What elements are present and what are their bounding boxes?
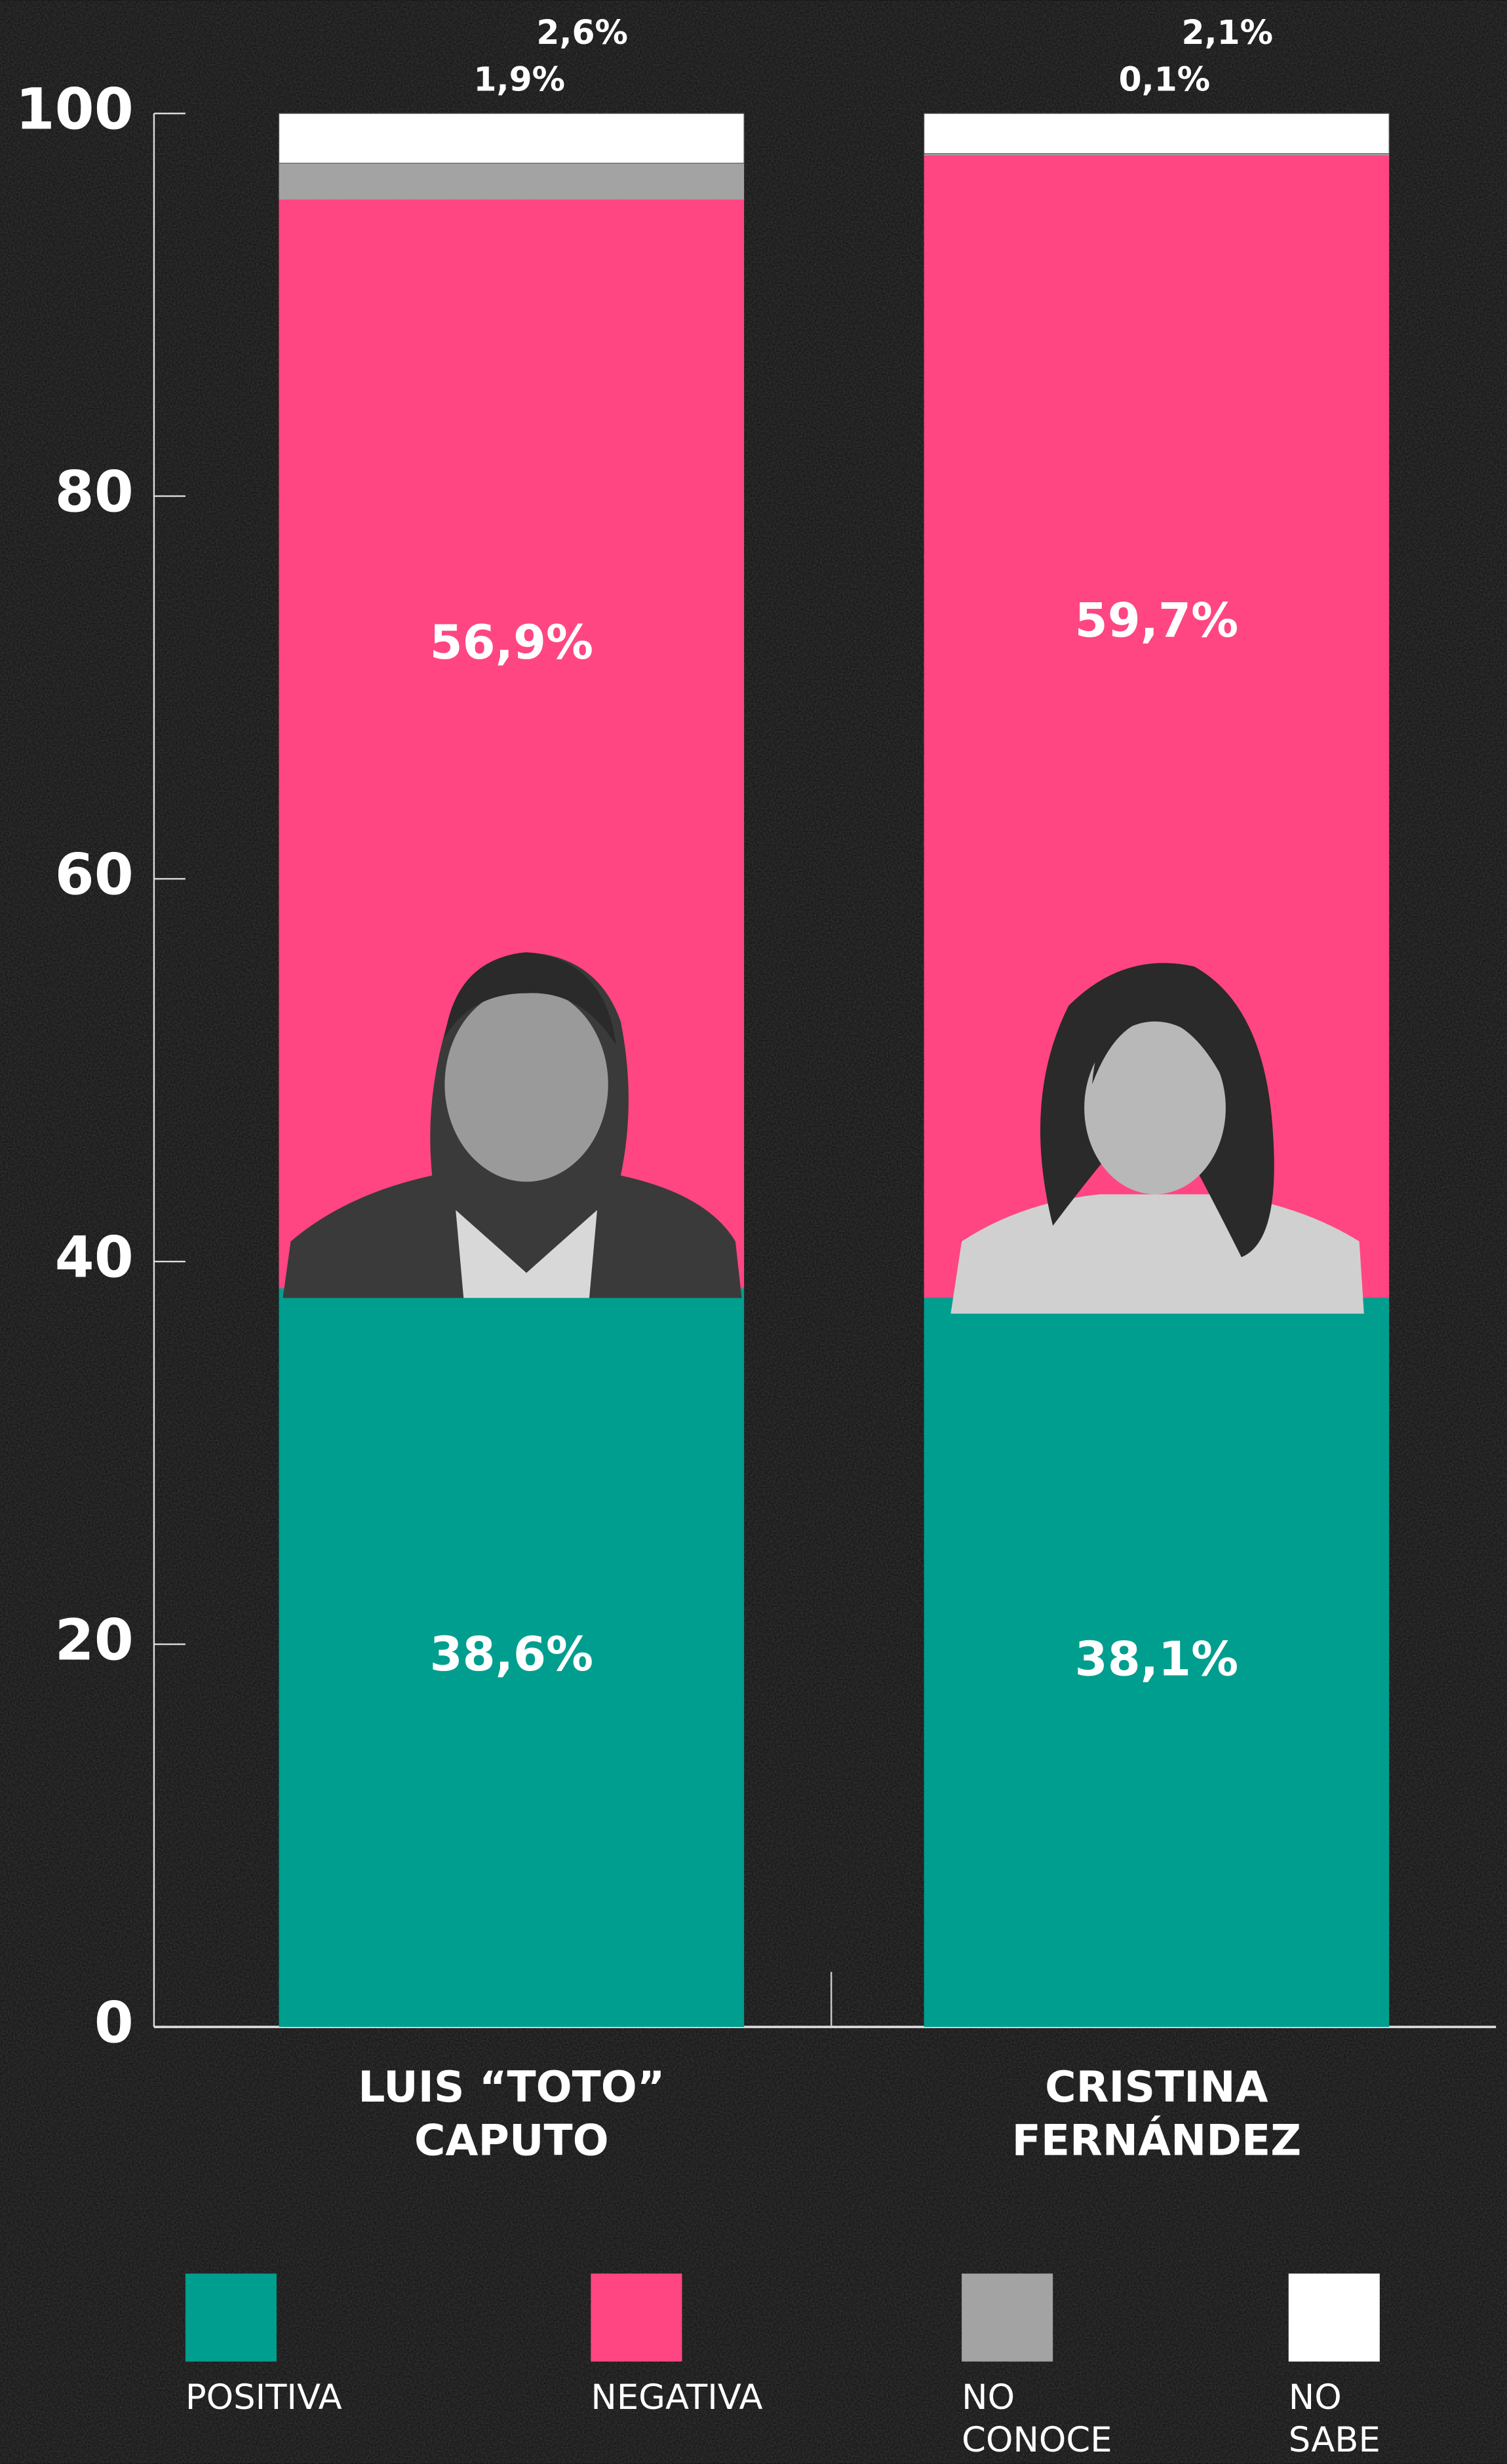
y-tick-label: 20 xyxy=(55,1607,134,1673)
legend-swatch xyxy=(1288,2273,1380,2362)
x-tick-label: LUIS “TOTO” CAPUTO xyxy=(358,2062,665,2165)
photo-fernandez xyxy=(950,963,1364,1314)
legend-swatch xyxy=(185,2273,277,2362)
value-label: 2,1% xyxy=(1181,13,1273,52)
y-tick-label: 0 xyxy=(94,1990,134,2056)
bar-segment xyxy=(278,113,745,164)
plot-area xyxy=(153,112,1497,2028)
labels: 0 20 40 60 80 100 38,6% 56,9% 1,9% 2,6% LUIS “TOTO… xyxy=(16,13,1380,2460)
y-tick-label: 100 xyxy=(16,77,134,143)
legend-swatch xyxy=(962,2273,1053,2362)
value-label: 0,1% xyxy=(1119,60,1211,99)
bar-segment xyxy=(279,163,745,200)
legend-label: NO CONOCE xyxy=(962,2377,1112,2460)
value-label: 56,9% xyxy=(430,615,593,670)
y-tick-label: 60 xyxy=(55,843,134,908)
value-label: 2,6% xyxy=(536,13,628,52)
bar-segment xyxy=(924,113,1390,155)
bar-segment xyxy=(924,1298,1390,2028)
value-label: 38,1% xyxy=(1075,1631,1238,1686)
legend-label: POSITIVA xyxy=(186,2377,342,2417)
value-label: 59,7% xyxy=(1075,593,1238,648)
bar-segment xyxy=(924,153,1390,156)
legend-label: NO SABE xyxy=(1289,2377,1380,2460)
y-tick-label: 40 xyxy=(55,1225,134,1291)
value-label: 38,6% xyxy=(430,1627,593,1682)
photo-caputo xyxy=(283,952,742,1298)
y-tick-label: 80 xyxy=(55,460,134,526)
value-label: 1,9% xyxy=(474,60,566,99)
photos xyxy=(283,952,1364,1314)
legend-label: NEGATIVA xyxy=(591,2377,762,2417)
legend-swatch xyxy=(591,2273,682,2362)
bar-segment xyxy=(279,1288,745,2028)
x-tick-label: CRISTINA FERNÁNDEZ xyxy=(1012,2062,1302,2165)
